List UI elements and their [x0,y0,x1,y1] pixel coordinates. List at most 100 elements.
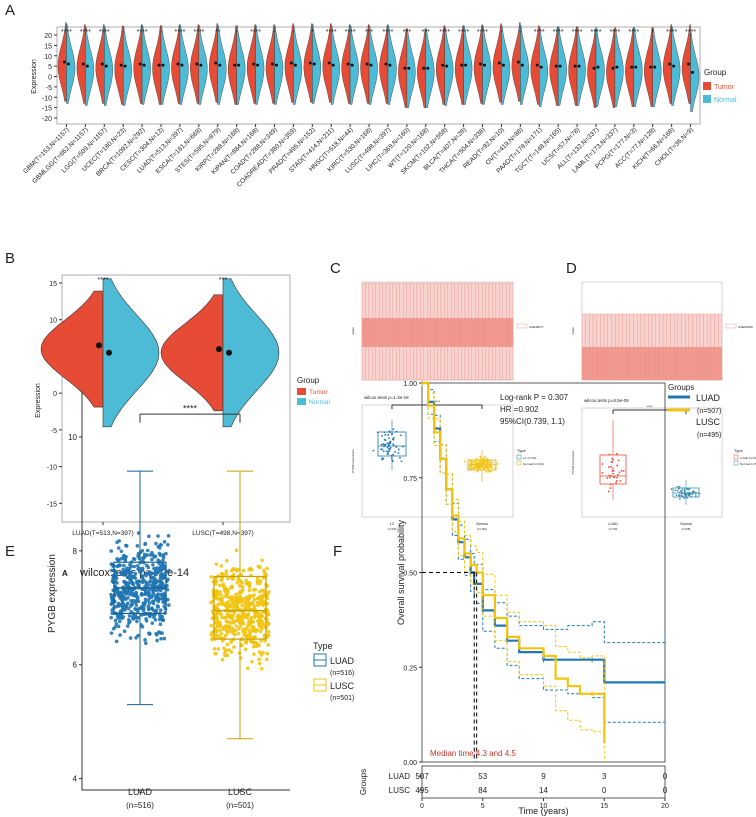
panel-b-ytick-label: -10 [47,465,57,472]
panel-a-violin-tumor [228,25,237,105]
panel-a-normal-median [691,70,695,74]
panel-c-point-lc [387,434,390,436]
panel-e-point-lusc [209,633,214,637]
panel-a-violin-normal [331,25,340,105]
panel-c-top-legend-swatch [516,323,528,329]
panel-f-risk-count: 507 [415,772,429,781]
panel-e-point-luad [114,575,118,579]
panel-a-violin-normal [690,32,700,113]
panel-b-violin-tumor [160,294,224,412]
panel-e-point-luad [151,588,156,593]
panel-e-point-luad [156,605,160,609]
panel-a-violin-normal [217,25,227,105]
panel-f-risk-count: 3 [602,772,607,781]
panel-d-point-luad [610,460,613,463]
panel-a-violin-tumor [322,23,332,103]
panel-b-tumor-median [96,342,102,349]
panel-c-point-normal [494,467,497,470]
panel-d-point-luad [618,471,621,474]
panel-a-tumor-median [403,66,407,70]
panel-c-point-lc [372,449,375,452]
panel-f-risk-count: 53 [478,772,487,781]
panel-e-sig: **** [183,403,198,413]
panel-e-point-lusc [225,642,230,647]
panel-e-point-lusc [216,602,221,606]
panel-a-tumor-median [441,63,445,67]
panel-c-point-normal [478,466,481,469]
panel-f-ytick-label: 1.00 [403,381,417,388]
panel-c-point-lc [399,434,402,437]
panel-a-tumor-median [327,61,331,65]
panel-c-legend-swatch-lc [516,454,522,460]
panel-d-point-luad [611,467,614,470]
panel-e-point-lusc [264,657,269,662]
panel-f-xlabel: Time (years) [518,806,568,816]
panel-f-annotation: HR =0.902 [500,405,539,414]
panel-d-iqr-band [582,347,722,380]
panel-e-point-lusc [224,572,229,576]
panel-d-point-luad [606,477,609,479]
panel-d-point-normal [683,489,686,492]
panel-a-significance: **** [61,29,72,36]
panel-a-normal-median [180,63,184,67]
panel-c-point-lc [390,457,393,459]
panel-f-risk-count: 0 [663,786,668,795]
panel-c-point-lc [391,432,394,435]
panel-e-point-lusc [219,612,223,617]
panel-c-point-normal [487,468,489,471]
panel-e-point-lusc [253,587,258,592]
panel-f-median-text: Median time:4.3 and 4.5 [430,749,516,758]
panel-a-tumor-median [479,62,483,66]
panel-a-normal-median [256,63,260,67]
panel-d-point-normal [698,492,701,495]
panel-e-point-lusc [251,640,255,645]
panel-a-normal-median [142,63,146,67]
panel-d-point-luad [620,469,623,472]
panel-e-point-lusc [223,585,228,590]
panel-f-ytick-label: 0.50 [403,571,417,578]
panel-d-point-normal [676,485,679,488]
panel-d-point-normal [689,492,692,495]
panel-e-point-lusc [257,623,262,627]
panel-e-point-luad [141,602,146,606]
panel-e-point-lusc [260,666,264,671]
panel-c-point-normal [490,461,493,464]
panel-e-point-lusc [253,635,257,639]
panel-a-normal-median [445,64,449,68]
panel-e-point-luad [157,561,161,566]
panel-c-point-normal [477,469,479,472]
panel-e-point-luad [159,573,163,577]
panel-e-legend-count-luad: (n=516) [330,670,354,677]
panel-c-point-lc [397,452,400,455]
panel-e-point-lusc [209,600,213,605]
panel-e-point-luad [116,593,121,598]
panel-e-point-luad [166,577,170,582]
panel-e-point-lusc [256,619,260,623]
panel-c-point-lc [383,438,386,441]
panel-e-point-lusc [266,643,271,647]
panel-c-point-lc [387,453,389,456]
panel-a-tumor-median [497,61,501,65]
panel-e-point-lusc [236,613,240,618]
panel-a-significance: **** [326,29,337,36]
panel-e-point-lusc [260,626,264,631]
panel-e-point-lusc [246,613,250,618]
panel-f-legend-count-lusc: (n=495) [697,432,721,439]
panel-a-legend-label-normal: Normal [714,97,737,104]
panel-a-normal-median [274,63,278,67]
panel-d-point-normal [683,497,686,499]
panel-e-point-lusc [244,595,249,600]
panel-c-point-normal [481,466,483,469]
panel-e-point-lusc [215,622,220,627]
panel-e-point-lusc [224,558,229,563]
panel-d-point-luad [616,464,619,467]
panel-e-point-luad [116,546,121,550]
panel-c-box-frame [361,404,514,518]
panel-e-point-luad [139,592,144,597]
panel-c-point-normal [479,457,482,459]
panel-f-risk-groups-label: Groups [359,769,368,795]
panel-b-ytick-label: 0 [53,391,57,398]
panel-f-legend-title: Groups [668,383,694,392]
panel-e-point-lusc [218,589,222,594]
